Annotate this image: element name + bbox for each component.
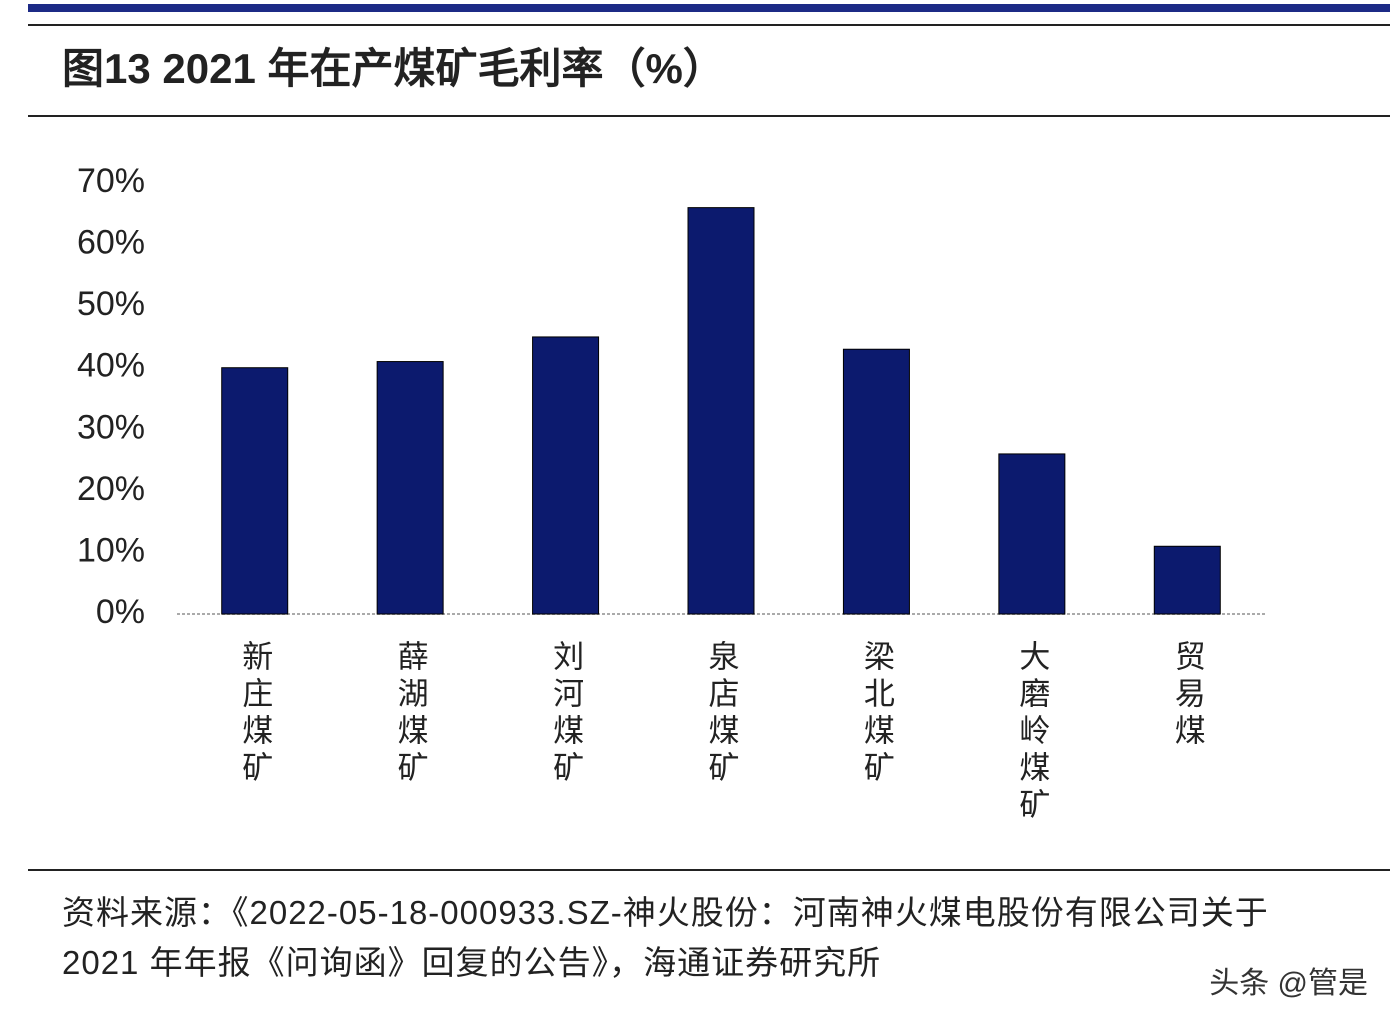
- x-tick-label: 泉店煤矿: [704, 640, 740, 788]
- bar: [221, 367, 289, 615]
- y-tick-label: 50%: [77, 285, 145, 323]
- x-tick-label: 贸易煤: [1170, 640, 1205, 751]
- x-tick-label: 薛湖煤矿: [393, 640, 429, 788]
- y-tick-label: 40%: [77, 347, 145, 385]
- y-tick-label: 20%: [77, 470, 145, 508]
- watermark: 头条 @管是: [1209, 967, 1368, 1000]
- x-tick-label: 刘河煤矿: [548, 640, 584, 788]
- y-tick-label: 0%: [96, 593, 145, 631]
- bar: [842, 348, 910, 615]
- y-tick-label: 30%: [77, 408, 145, 446]
- y-tick-label: 60%: [77, 224, 145, 262]
- y-tick-label: 10%: [77, 531, 145, 569]
- x-tick-label: 新庄煤矿: [237, 640, 273, 788]
- bar: [998, 453, 1066, 615]
- bar: [1153, 545, 1221, 615]
- x-tick-label: 梁北煤矿: [859, 640, 895, 788]
- bar: [687, 207, 755, 615]
- y-tick-label: 70%: [77, 162, 145, 200]
- bar: [532, 336, 600, 615]
- source-note: 资料来源：《2022-05-18-000933.SZ-神火股份：河南神火煤电股份…: [62, 894, 1269, 981]
- top-bar: [28, 4, 1390, 12]
- x-tick-label: 大磨岭煤矿: [1014, 640, 1050, 825]
- bar: [376, 361, 444, 615]
- chart-title: 图13 2021 年在产煤矿毛利率（%）: [62, 45, 725, 92]
